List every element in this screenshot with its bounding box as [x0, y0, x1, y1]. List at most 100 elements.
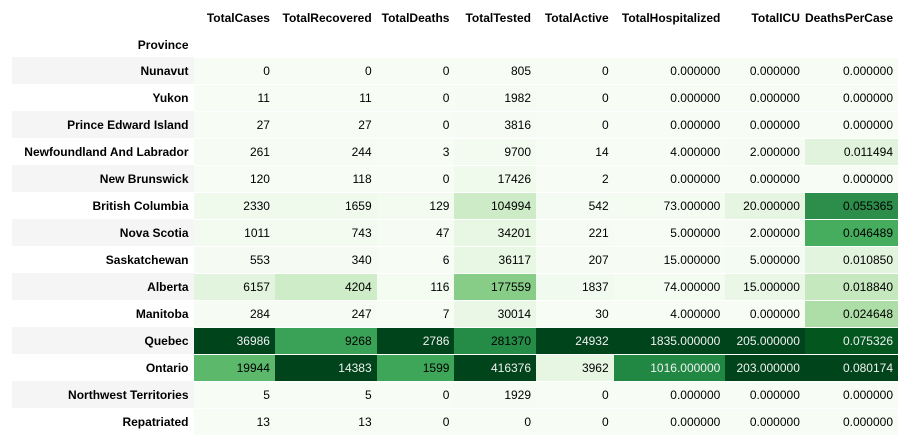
index-header-spacer: [194, 33, 275, 57]
cell-totalactive: 207: [536, 245, 614, 273]
cell-totaltested: 30014: [454, 299, 537, 327]
cell-totaldeaths: 0: [376, 164, 455, 192]
cell-totalicu: 2.000000: [725, 218, 805, 246]
table-row: Quebec 36986 9268 2786 281370 24932 1835.00000…: [12, 326, 898, 354]
cell-totalrecovered: 9268: [274, 326, 377, 354]
cell-totaldeaths: 0: [376, 83, 455, 111]
cell-totaltested: 416376: [454, 353, 537, 381]
cell-totaltested: 3816: [454, 110, 537, 138]
cell-totalhospitalized: 74.000000: [613, 272, 726, 300]
table-row: British Columbia 2330 1659 129 104994 542 73.0…: [12, 191, 898, 219]
cell-deathspercase: 0.000000: [804, 110, 898, 138]
cell-totaldeaths: 0: [376, 56, 455, 84]
styled-dataframe: TotalCases TotalRecovered TotalDeaths Total…: [12, 2, 898, 435]
table-row: Saskatchewan 553 340 6 36117 207 15.000000 5.00…: [12, 245, 898, 273]
cell-totalcases: 11: [193, 83, 275, 111]
cell-totalactive: 0: [536, 110, 614, 138]
cell-totalcases: 261: [193, 137, 275, 165]
table-row: Newfoundland And Labrador 261 244 3 9700 14 4.…: [12, 137, 898, 165]
blank-header-cell: [12, 2, 194, 33]
table-row: Prince Edward Island 27 27 0 3816 0 0.000000 0.…: [12, 110, 898, 138]
column-header-totaltested: TotalTested: [465, 10, 532, 25]
cell-totalactive: 30: [536, 299, 614, 327]
column-header-totalhospitalized: TotalHospitalized: [621, 10, 721, 25]
province-label: Alberta: [12, 273, 194, 300]
cell-deathspercase: 0.080174: [804, 353, 898, 381]
cell-totalhospitalized: 4.000000: [613, 299, 726, 327]
cell-totalicu: 0.000000: [725, 56, 805, 84]
cell-totaltested: 177559: [454, 272, 537, 300]
cell-deathspercase: 0.046489: [804, 218, 898, 246]
cell-totalicu: 15.000000: [725, 272, 805, 300]
cell-totalrecovered: 0: [274, 56, 377, 84]
cell-totaldeaths: 2786: [376, 326, 455, 354]
cell-totalicu: 0.000000: [725, 164, 805, 192]
cell-totalcases: 0: [193, 56, 275, 84]
cell-totalrecovered: 5: [274, 380, 377, 408]
cell-totalicu: 205.000000: [725, 326, 805, 354]
cell-totalrecovered: 27: [274, 110, 377, 138]
cell-totaldeaths: 7: [376, 299, 455, 327]
cell-totalhospitalized: 0.000000: [613, 83, 726, 111]
province-label: Quebec: [12, 327, 194, 354]
cell-totalcases: 36986: [193, 326, 275, 354]
cell-totalhospitalized: 0.000000: [613, 56, 726, 84]
cell-deathspercase: 0.010850: [804, 245, 898, 273]
cell-deathspercase: 0.018840: [804, 272, 898, 300]
cell-totalicu: 20.000000: [725, 191, 805, 219]
province-label: Repatriated: [122, 414, 189, 429]
table-row: Repatriated 13 13 0 0 0 0.000000 0.000000 0.0000…: [12, 407, 898, 435]
cell-totalicu: 0.000000: [725, 110, 805, 138]
province-label: Nunavut: [12, 57, 194, 84]
cell-totalcases: 5: [193, 380, 275, 408]
cell-totalactive: 0: [536, 380, 614, 408]
index-header-row: Province: [12, 33, 898, 57]
province-label: New Brunswick: [12, 165, 194, 192]
cell-totalrecovered: 743: [274, 218, 377, 246]
cell-totaltested: 104994: [454, 191, 537, 219]
cell-totalactive: 0: [536, 83, 614, 111]
cell-totalhospitalized: 0.000000: [613, 164, 726, 192]
cell-deathspercase: 0.055365: [804, 191, 898, 219]
cell-totalactive: 221: [536, 218, 614, 246]
cell-totalicu: 0.000000: [725, 299, 805, 327]
cell-totaltested: 36117: [454, 245, 537, 273]
table-row: Nunavut 0 0 0 805 0 0.000000 0.000000 0.000000: [12, 56, 898, 84]
cell-totalactive: 3962: [536, 353, 614, 381]
cell-totalrecovered: 4204: [274, 272, 377, 300]
cell-totalcases: 19944: [193, 353, 275, 381]
column-header-totalrecovered: TotalRecovered: [282, 10, 372, 25]
province-label: Newfoundland And Labrador: [24, 144, 189, 159]
cell-totalicu: 0.000000: [725, 83, 805, 111]
index-header-spacer: [805, 33, 898, 57]
cell-totalhospitalized: 15.000000: [613, 245, 726, 273]
cell-deathspercase: 0.000000: [804, 83, 898, 111]
cell-totalcases: 284: [193, 299, 275, 327]
cell-totalactive: 24932: [536, 326, 614, 354]
cell-totalrecovered: 13: [274, 407, 377, 435]
province-label: Manitoba: [135, 306, 189, 321]
cell-totalrecovered: 11: [274, 83, 377, 111]
cell-deathspercase: 0.000000: [804, 407, 898, 435]
table-row: Manitoba 284 247 7 30014 30 4.000000 0.000000 0.…: [12, 299, 898, 327]
cell-totalhospitalized: 73.000000: [613, 191, 726, 219]
cell-totalrecovered: 244: [274, 137, 377, 165]
cell-totaldeaths: 1599: [376, 353, 455, 381]
cell-totaldeaths: 6: [376, 245, 455, 273]
cell-totalcases: 553: [193, 245, 275, 273]
cell-totaltested: 34201: [454, 218, 537, 246]
cell-totaldeaths: 0: [376, 110, 455, 138]
cell-totaltested: 281370: [454, 326, 537, 354]
cell-deathspercase: 0.024648: [804, 299, 898, 327]
cell-totalicu: 203.000000: [725, 353, 805, 381]
cell-totalrecovered: 14383: [274, 353, 377, 381]
cell-totalrecovered: 1659: [274, 191, 377, 219]
cell-deathspercase: 0.000000: [804, 56, 898, 84]
cell-totaltested: 805: [454, 56, 537, 84]
table-body: Nunavut 0 0 0 805 0 0.000000 0.000000 0.000000 Yu…: [12, 56, 898, 435]
index-name-header: Province: [137, 38, 189, 52]
cell-totalhospitalized: 1016.000000: [613, 353, 726, 381]
cell-totalicu: 2.000000: [725, 137, 805, 165]
index-header-spacer: [614, 33, 726, 57]
cell-totalhospitalized: 1835.000000: [613, 326, 726, 354]
